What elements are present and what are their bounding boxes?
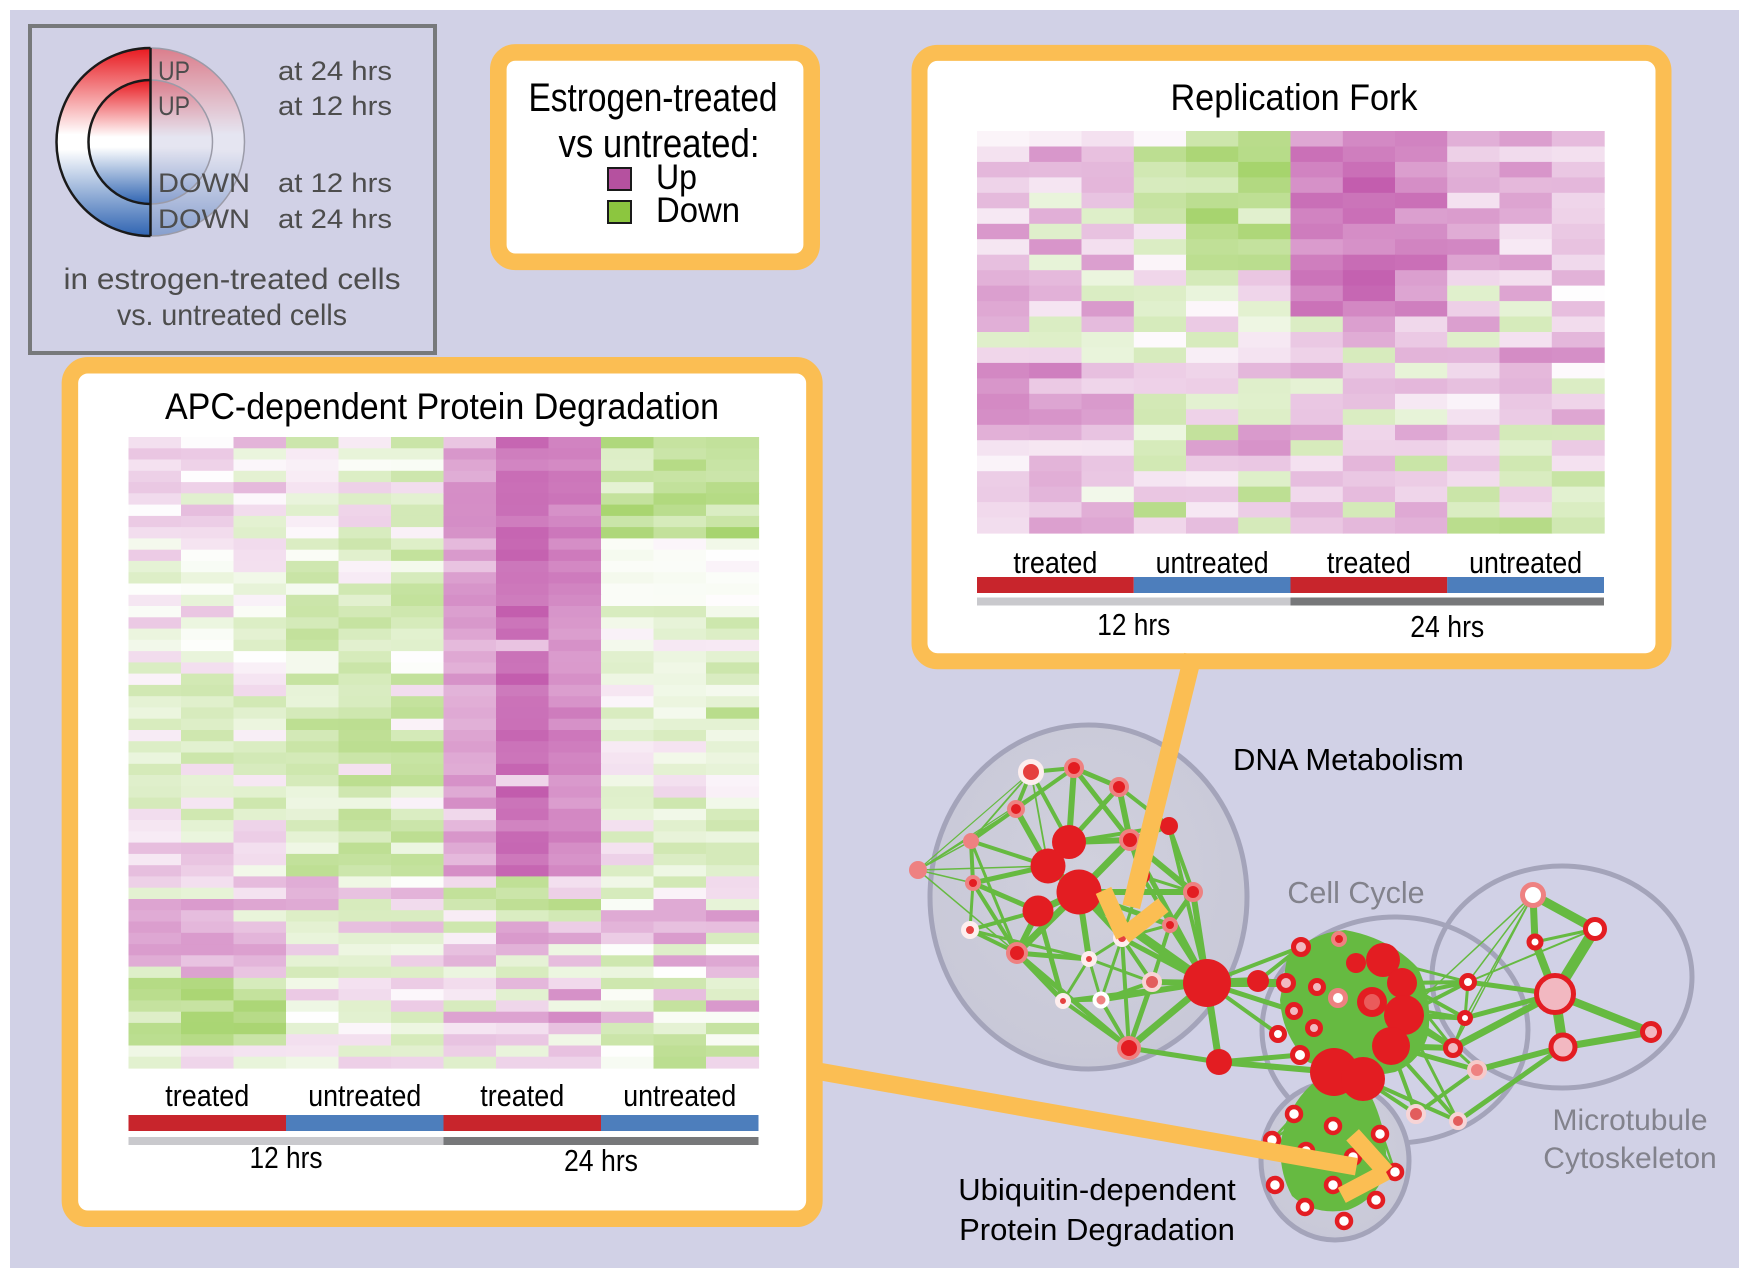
- svg-text:untreated: untreated: [1469, 545, 1582, 580]
- svg-text:untreated: untreated: [308, 1078, 421, 1113]
- svg-text:vs. untreated cells: vs. untreated cells: [117, 299, 347, 332]
- svg-text:at 12 hrs: at 12 hrs: [278, 168, 392, 198]
- svg-text:Protein Degradation: Protein Degradation: [959, 1212, 1235, 1247]
- svg-text:DOWN: DOWN: [158, 168, 250, 198]
- svg-text:Estrogen-treated: Estrogen-treated: [529, 76, 778, 120]
- svg-text:treated: treated: [1013, 545, 1097, 580]
- svg-text:12 hrs: 12 hrs: [250, 1140, 323, 1175]
- svg-text:untreated: untreated: [623, 1078, 736, 1113]
- svg-text:DOWN: DOWN: [158, 204, 250, 234]
- svg-text:APC-dependent Protein Degradat: APC-dependent Protein Degradation: [165, 386, 719, 427]
- svg-text:Up: Up: [656, 158, 697, 197]
- svg-text:Cell Cycle: Cell Cycle: [1287, 876, 1424, 910]
- svg-text:Microtubule: Microtubule: [1552, 1104, 1707, 1137]
- svg-text:24 hrs: 24 hrs: [1410, 609, 1484, 644]
- svg-text:treated: treated: [165, 1078, 249, 1113]
- svg-text:untreated: untreated: [1156, 545, 1269, 580]
- svg-text:treated: treated: [480, 1078, 564, 1113]
- svg-text:12 hrs: 12 hrs: [1097, 607, 1170, 642]
- svg-text:at 12 hrs: at 12 hrs: [278, 91, 392, 121]
- svg-text:UP: UP: [158, 56, 190, 86]
- svg-text:UP: UP: [158, 91, 190, 121]
- svg-text:Down: Down: [656, 191, 740, 230]
- svg-text:in estrogen-treated cells: in estrogen-treated cells: [64, 263, 401, 296]
- svg-text:DNA Metabolism: DNA Metabolism: [1233, 742, 1464, 777]
- svg-text:Ubiquitin-dependent: Ubiquitin-dependent: [958, 1172, 1236, 1207]
- svg-text:Replication Fork: Replication Fork: [1171, 77, 1418, 118]
- svg-text:at 24 hrs: at 24 hrs: [278, 204, 392, 234]
- svg-text:24 hrs: 24 hrs: [564, 1143, 638, 1178]
- svg-text:Cytoskeleton: Cytoskeleton: [1543, 1142, 1716, 1175]
- svg-text:at 24 hrs: at 24 hrs: [278, 56, 392, 86]
- svg-text:treated: treated: [1327, 545, 1411, 580]
- svg-text:vs untreated:: vs untreated:: [559, 122, 760, 166]
